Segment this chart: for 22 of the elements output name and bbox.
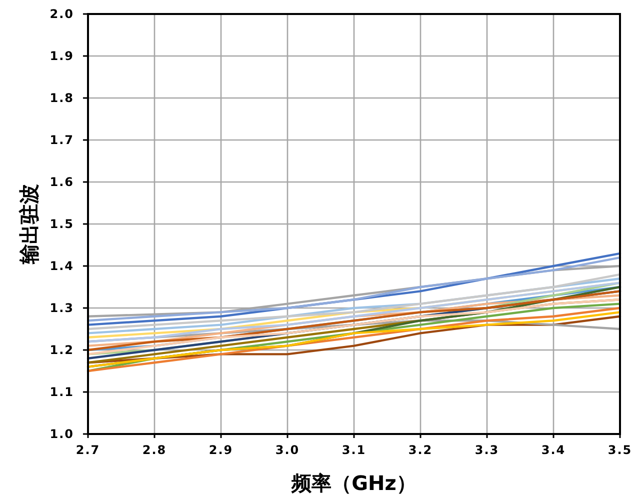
y-tick-label: 1.1	[50, 385, 74, 399]
x-tick-label: 3.5	[608, 443, 632, 457]
y-tick-label: 1.2	[50, 343, 74, 357]
x-tick-label: 3.4	[541, 443, 566, 457]
y-tick-label: 1.9	[50, 49, 74, 63]
y-axis-title: 输出驻波	[17, 184, 41, 265]
y-tick-label: 2.0	[50, 7, 74, 21]
y-tick-label: 1.3	[50, 301, 74, 315]
x-tick-label: 3.2	[408, 443, 433, 457]
x-tick-label: 3.0	[275, 443, 300, 457]
y-tick-label: 1.8	[50, 91, 74, 105]
x-tick-label: 2.8	[142, 443, 167, 457]
x-tick-label: 2.7	[76, 443, 100, 457]
x-axis-title: 频率（GHz）	[290, 471, 416, 495]
x-tick-label: 3.1	[342, 443, 366, 457]
y-tick-label: 1.6	[50, 175, 74, 189]
y-tick-label: 1.5	[50, 217, 74, 231]
y-tick-label: 1.7	[50, 133, 74, 147]
y-tick-label: 1.0	[50, 427, 74, 441]
x-tick-label: 2.9	[208, 443, 234, 457]
x-tick-label: 3.3	[474, 443, 500, 457]
y-tick-label: 1.4	[50, 259, 74, 273]
